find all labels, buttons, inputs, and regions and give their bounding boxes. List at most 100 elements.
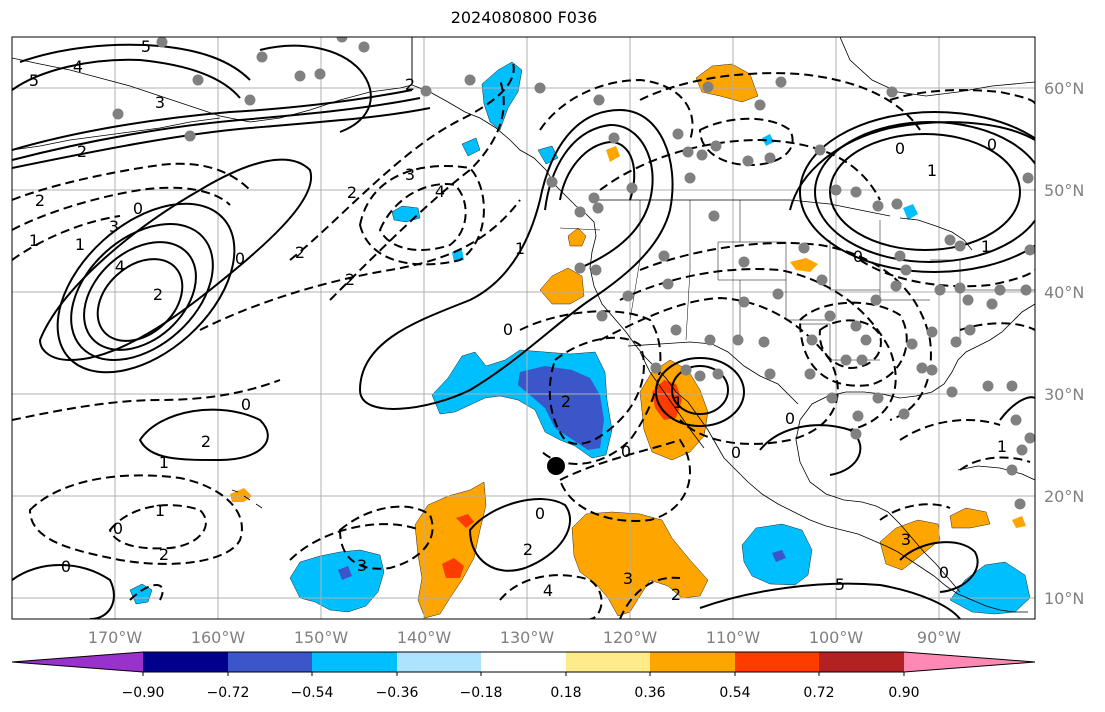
positive-contour [138,408,269,462]
graticule [12,37,1035,619]
contour-label: 3 [901,530,911,549]
hawaiian-islands [231,489,263,509]
colorbar-bin [566,652,650,672]
station-dot [684,172,696,184]
contour-label: 0 [939,563,949,582]
contour-label: 0 [503,320,513,339]
contour-label: 0 [987,135,997,154]
negative-contour [879,503,951,521]
warm-anomaly-region [571,511,709,617]
contour-label: 0 [133,199,143,218]
contour-label: 3 [155,93,165,112]
station-dot [574,262,586,274]
longitude-label: 110°W [706,628,761,647]
positive-contour [699,582,961,619]
contour-label: 4 [73,57,83,76]
contour-label: 2 [405,75,415,94]
strong-cool-anomaly-region [518,366,604,450]
positive-contour [899,541,979,593]
station-dot [860,334,872,346]
station-dot [830,184,842,196]
station-dot [670,324,682,336]
us-canada-border [598,199,891,217]
negative-contour [28,474,243,565]
positive-contour [759,424,862,476]
colorbar-tick-label: −0.18 [460,685,503,701]
colorbar-extend-high [904,652,1035,672]
contour-label: 1 [29,231,39,250]
station-dot [574,206,586,218]
contour-label: 1 [673,393,683,412]
colorbar-tick-label: −0.54 [291,685,334,701]
contour-label: 0 [895,139,905,158]
station-dot [852,410,864,422]
station-dot [1024,244,1035,256]
station-dot [850,186,862,198]
negative-contour [639,72,921,131]
colorbar-bin [819,652,904,672]
station-dot [626,182,638,194]
negative-contour [12,215,121,261]
contour-label: 3 [405,165,415,184]
contour-label: 5 [141,37,151,56]
station-dot [954,282,966,294]
contour-label: 0 [621,442,631,461]
station-dot [950,336,962,348]
station-dot [946,386,958,398]
station-dot [1024,432,1035,444]
station-dot [1022,172,1034,184]
colorbar-tick-label: 0.36 [634,685,665,701]
warm-anomaly-region [1012,516,1026,528]
positive-contour [38,158,313,362]
contour-label: 2 [345,270,355,289]
warm-anomaly-region [949,507,991,529]
negative-contour [599,138,881,201]
positive-contour [56,202,236,374]
station-dot [738,296,750,308]
positive-contour [12,107,431,169]
colorbar-tick-label: −0.72 [207,685,250,701]
contour-label: 0 [731,443,741,462]
station-dot [890,280,902,292]
contour-label: 2 [295,243,305,262]
colorbar-bin [735,652,819,672]
contour-label: 2 [77,142,87,161]
station-dot [906,338,918,350]
contour-label: 1 [75,235,85,254]
negative-contour [859,259,1035,288]
colorbar-tick-labels: −0.90 −0.72 −0.54 −0.36 −0.18 0.18 0.36 0.54 0.7… [122,672,920,701]
station-dot [872,200,884,212]
negative-contour [289,59,515,261]
cuba-coastline [957,465,1035,481]
station-dot [244,94,256,106]
station-dot [464,74,476,86]
station-dot [710,140,722,152]
station-dot [672,128,684,140]
colorbar-tick-label: −0.36 [376,685,419,701]
station-dot [658,250,670,262]
negative-contour [358,164,485,266]
station-dot [608,132,620,144]
station-dot [944,234,956,246]
station-dot [314,68,326,80]
negative-contour [639,242,932,421]
warm-anomaly-region [567,227,587,247]
station-dot [336,37,348,43]
station-dot [738,256,750,268]
contour-label: 2 [153,285,163,304]
positive-contour [12,58,241,99]
positive-contour [83,241,197,351]
station-dot [964,324,976,336]
station-dot [622,290,634,302]
station-dot [986,298,998,310]
station-dot [184,130,196,142]
positive-contour [671,365,729,415]
location-marker [547,457,565,475]
station-dot [112,108,124,120]
station-dot [806,334,818,346]
latitude-label: 20°N [1044,487,1084,506]
station-dot [358,41,370,53]
contour-label: 0 [61,557,71,576]
contour-label: 0 [241,395,251,414]
colorbar-tick-label: 0.18 [550,685,581,701]
